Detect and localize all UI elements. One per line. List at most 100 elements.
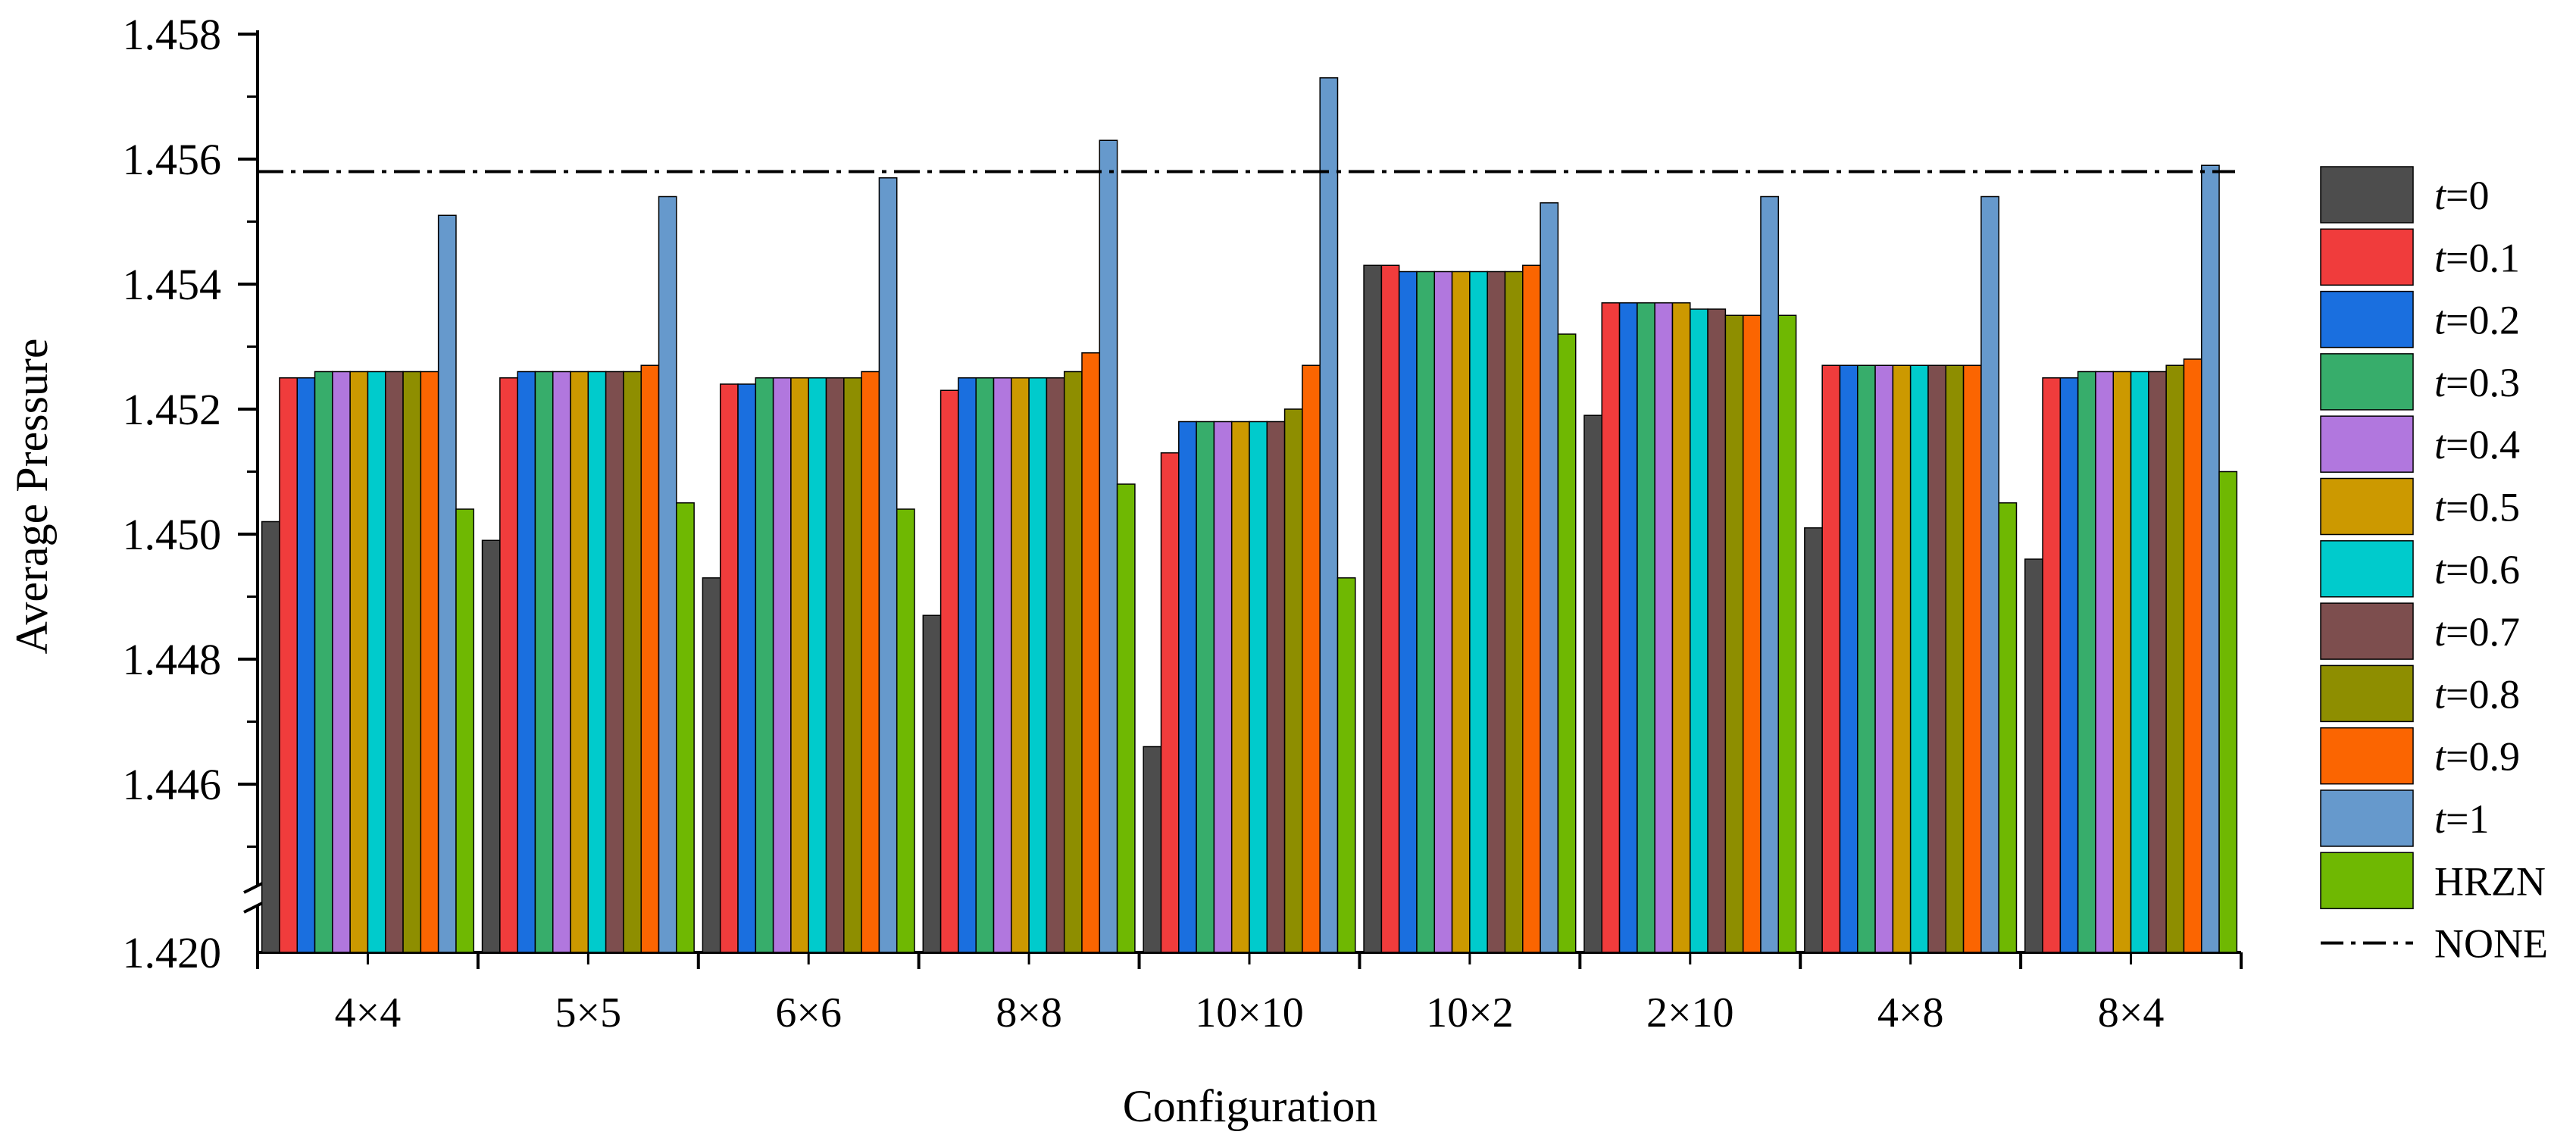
bar-t=0.5-8×4 [2112,370,2132,953]
bar-t=0-6×6 [702,577,721,953]
bar-t=0.5-4×4 [349,370,369,953]
bar-t=0.3-5×5 [534,370,554,953]
legend-label: t=0.1 [2434,235,2520,280]
legend-label: HRZN [2434,858,2546,904]
bar-HRZN-4×4 [455,508,474,953]
legend-swatch [2320,166,2414,224]
bar-t=1-10×10 [1319,77,1339,953]
x-tick-label: 4×8 [1877,989,1944,1036]
x-tick-label: 8×4 [2098,989,2165,1036]
legend-label-value: =0.1 [2446,235,2520,280]
bar-t=0.1-10×10 [1160,452,1180,953]
bar-t=0.1-8×4 [2042,377,2062,953]
bar-t=1-4×4 [437,214,457,953]
legend-label: t=0 [2434,173,2489,218]
bar-t=0.9-10×10 [1302,364,1321,953]
bar-t=0.4-4×8 [1874,364,1894,953]
bar-t=0.4-2×10 [1654,302,1674,953]
bar-t=0.8-10×2 [1504,270,1524,953]
bar-t=0-2×10 [1583,414,1603,953]
bar-t=0.7-4×8 [1927,364,1947,953]
bar-t=0.4-6×6 [772,377,792,953]
bar-t=0.6-8×4 [2130,370,2149,953]
legend-label: t=0.5 [2434,485,2520,530]
bar-t=1-6×6 [878,177,898,953]
legend-label-var: t [2434,485,2447,530]
bar-t=0.7-6×6 [825,377,845,953]
bar-HRZN-8×4 [2218,470,2238,953]
y-tick-label: 1.456 [123,135,222,184]
bar-t=0.8-2×10 [1724,314,1744,953]
bar-t=0-4×4 [261,520,280,953]
legend-swatch [2320,789,2414,847]
bar-t=0.6-10×2 [1469,270,1488,953]
bar-t=0.8-4×8 [1945,364,1965,953]
legend-swatch [2320,477,2414,536]
bar-t=0.6-6×6 [808,377,827,953]
bar-t=0.4-10×10 [1213,420,1233,953]
legend-swatch [2320,228,2414,286]
legend-swatch [2320,664,2414,723]
legend-label-value: =0.8 [2446,671,2520,717]
bar-t=0.5-10×2 [1451,270,1471,953]
bar-t=0-10×10 [1143,746,1162,953]
bar-t=0.9-5×5 [640,364,660,953]
x-tick-label: 10×2 [1426,989,1514,1036]
bar-t=0.4-8×4 [2095,370,2115,953]
bar-t=0.2-10×2 [1398,270,1418,953]
legend-label-value: =0.6 [2446,547,2520,592]
bar-t=0.1-8×8 [939,389,959,953]
bar-t=0.9-2×10 [1742,314,1762,953]
bar-HRZN-4×8 [1998,502,2018,953]
bar-t=1-4×8 [1980,195,1999,953]
y-tick-label: 1.446 [123,760,222,809]
legend-label: t=0.3 [2434,360,2520,405]
bar-t=0.8-6×6 [843,377,862,953]
bar-t=0.4-4×4 [332,370,351,953]
bar-HRZN-10×10 [1336,577,1356,953]
bar-HRZN-8×8 [1116,483,1136,953]
x-tick-label: 6×6 [775,989,842,1036]
legend-label-var: t [2434,609,2447,655]
bar-t=0.4-8×8 [993,377,1012,953]
legend-label-value: =0.7 [2446,609,2520,655]
bar-t=0.8-5×5 [623,370,642,953]
bar-t=0-8×8 [922,614,942,953]
y-tick-label: 1.450 [123,510,222,559]
legend-swatch [2320,852,2414,910]
bar-t=0.7-5×5 [605,370,624,953]
x-tick-label: 5×5 [555,989,622,1036]
bar-t=0.1-4×4 [279,377,298,953]
bar-t=0.7-8×8 [1046,377,1065,953]
bar-t=0.5-8×8 [1011,377,1030,953]
bar-t=0.2-6×6 [737,383,757,953]
bar-HRZN-2×10 [1777,314,1797,953]
bar-t=0.4-5×5 [552,370,571,953]
legend-label: t=1 [2434,796,2489,842]
legend-label-value: =1 [2446,796,2489,842]
legend-swatch [2320,353,2414,411]
bar-t=0.5-5×5 [570,370,589,953]
bar-t=0-10×2 [1363,264,1383,953]
bar-t=0.9-10×2 [1522,264,1541,953]
bar-t=0.9-4×4 [420,370,439,953]
bar-t=0.7-8×4 [2148,370,2167,953]
legend-label-var: t [2434,422,2447,467]
y-tick-label-broken: 1.420 [123,928,222,977]
y-tick-label: 1.454 [123,260,222,309]
legend-label-none: NONE [2434,921,2548,967]
bar-t=0.3-10×2 [1416,270,1436,953]
bar-t=0.3-8×4 [2077,370,2096,953]
bar-t=1-8×4 [2201,164,2220,953]
legend-swatch [2320,290,2414,349]
bar-t=0-8×4 [2024,558,2043,953]
legend-label: t=0.7 [2434,609,2520,655]
bar-t=0.2-4×8 [1839,364,1859,953]
x-tick-label: 10×10 [1195,989,1304,1036]
bar-t=0.8-10×10 [1283,408,1303,953]
bar-t=0.1-4×8 [1821,364,1841,953]
bar-t=0.6-8×8 [1028,377,1048,953]
bar-t=0.6-4×4 [367,370,386,953]
legend-label-value: =0.2 [2446,298,2520,343]
